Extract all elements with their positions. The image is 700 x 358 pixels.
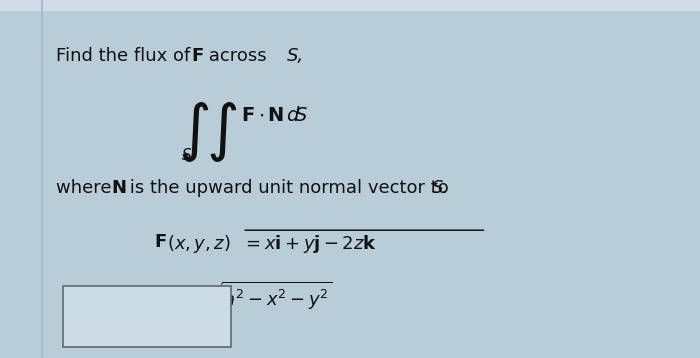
Text: across: across — [203, 47, 272, 64]
Text: $\mathbf{N}$: $\mathbf{N}$ — [267, 106, 284, 125]
Text: $\mathbf{F}$: $\mathbf{F}$ — [154, 233, 167, 251]
Text: $= x\mathbf{i} + y\mathbf{j} - 2z\mathbf{k}$: $= x\mathbf{i} + y\mathbf{j} - 2z\mathbf… — [242, 233, 377, 255]
Text: $\mathbf{F}$: $\mathbf{F}$ — [241, 106, 255, 125]
Text: $\int$: $\int$ — [178, 100, 210, 164]
Text: F: F — [191, 47, 204, 64]
Text: $\cdot$: $\cdot$ — [258, 106, 264, 125]
Text: $(x, y, z)$: $(x, y, z)$ — [167, 233, 230, 255]
Bar — [0, 0, 700, 11]
Text: $S\!: z = \sqrt{a^2 - x^2 - y^2}$: $S\!: z = \sqrt{a^2 - x^2 - y^2}$ — [154, 279, 332, 311]
Text: S.: S. — [432, 179, 449, 197]
Text: $S$: $S$ — [294, 106, 308, 125]
Bar — [63, 286, 231, 347]
Text: S,: S, — [287, 47, 304, 64]
Text: N: N — [111, 179, 126, 197]
Text: is the upward unit normal vector to: is the upward unit normal vector to — [124, 179, 454, 197]
Text: $\int$: $\int$ — [206, 100, 238, 164]
Text: where: where — [56, 179, 118, 197]
Text: $d$: $d$ — [286, 106, 300, 125]
Text: Find the flux of: Find the flux of — [56, 47, 196, 64]
Text: $S$: $S$ — [181, 147, 192, 163]
